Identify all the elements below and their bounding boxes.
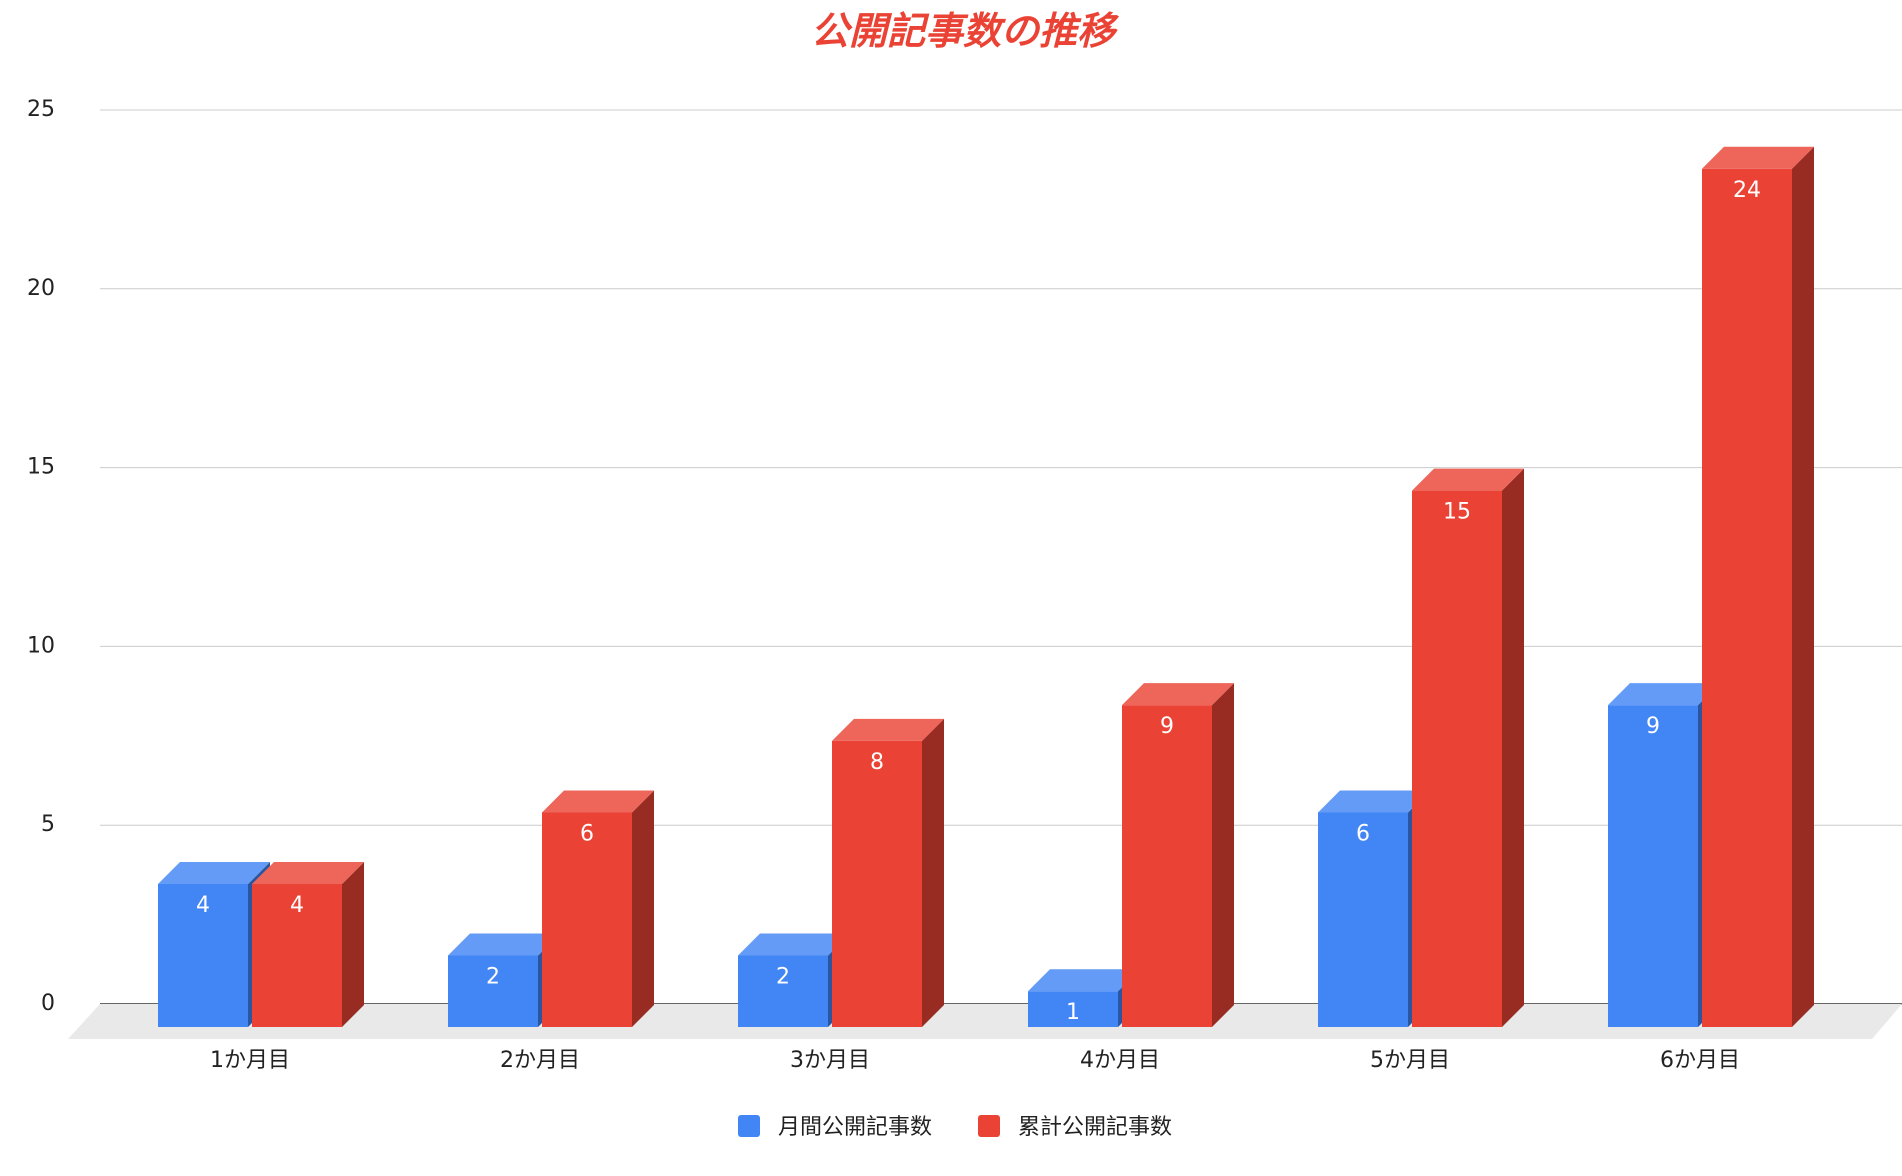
legend-label: 月間公開記事数: [778, 1115, 932, 1140]
legend[interactable]: 月間公開記事数 累計公開記事数: [738, 1115, 1172, 1140]
y-tick-label: 10: [27, 633, 55, 658]
bar-side: [922, 718, 944, 1027]
bar-front: [1412, 490, 1502, 1028]
bar-cumulative: [542, 790, 654, 1027]
data-labels: 4 4 2 6 2 8 1 9 6 15 9 24: [196, 178, 1761, 1025]
bar-top: [448, 933, 560, 956]
data-label: 1: [1066, 1000, 1080, 1025]
bar-cumulative: [832, 718, 944, 1027]
bar-front: [738, 955, 828, 1027]
data-label: 6: [1356, 821, 1370, 846]
bar-top: [1028, 969, 1140, 992]
bar-cumulative: [1412, 468, 1524, 1028]
bar-front: [542, 812, 632, 1027]
legend-item[interactable]: 累計公開記事数: [978, 1115, 1172, 1140]
data-label: 6: [580, 821, 594, 846]
bar-top: [1608, 683, 1720, 706]
data-label: 8: [870, 750, 884, 775]
bars: [158, 146, 1814, 1028]
bar-side: [1212, 683, 1234, 1027]
bar-top: [252, 861, 364, 884]
data-label: 9: [1646, 714, 1660, 739]
x-tick-label: 6か月目: [1660, 1048, 1740, 1073]
bar-front: [832, 740, 922, 1027]
x-tick-label: 5か月目: [1370, 1048, 1450, 1073]
data-label: 4: [196, 893, 210, 918]
legend-swatch: [738, 1115, 760, 1137]
x-tick-label: 1か月目: [210, 1048, 290, 1073]
bar-front: [158, 883, 248, 1027]
bar-cumulative: [1122, 683, 1234, 1027]
y-tick-label: 25: [27, 97, 55, 122]
data-label: 24: [1733, 178, 1761, 203]
x-tick-label: 2か月目: [500, 1048, 580, 1073]
bar-top: [158, 861, 270, 884]
bar-front: [1608, 705, 1698, 1027]
bar-cumulative: [252, 861, 364, 1027]
bar-top: [1702, 146, 1814, 169]
y-tick-label: 15: [27, 455, 55, 480]
bar-front: [1702, 168, 1792, 1027]
legend-label: 累計公開記事数: [1018, 1115, 1172, 1140]
bar-top: [1318, 790, 1430, 813]
bar-front: [1318, 812, 1408, 1027]
bar-side: [632, 790, 654, 1027]
bar-front: [1028, 991, 1118, 1027]
data-label: 2: [486, 964, 500, 989]
bar-front: [1122, 705, 1212, 1027]
bar-top: [1122, 683, 1234, 706]
bar-side: [1792, 146, 1814, 1027]
bar-front: [448, 955, 538, 1027]
bar-top: [738, 933, 850, 956]
x-tick-label: 3か月目: [790, 1048, 870, 1073]
bar-top: [1412, 468, 1524, 491]
bar-front: [252, 883, 342, 1027]
axis-labels: 0 5 10 15 20 25 1か月目 2か月目 3か月目 4か月目 5か月目 6か月目: [27, 97, 1740, 1073]
bar-top: [832, 718, 944, 741]
bar-top: [542, 790, 654, 813]
chart-title: 公開記事数の推移: [811, 9, 1120, 53]
y-tick-label: 20: [27, 276, 55, 301]
y-tick-label: 0: [41, 991, 55, 1016]
data-label: 15: [1443, 500, 1471, 525]
legend-swatch: [978, 1115, 1000, 1137]
data-label: 9: [1160, 714, 1174, 739]
legend-item[interactable]: 月間公開記事数: [738, 1115, 932, 1140]
data-label: 4: [290, 893, 304, 918]
x-tick-label: 4か月目: [1080, 1048, 1160, 1073]
bar-side: [342, 861, 364, 1027]
bar-cumulative: [1702, 146, 1814, 1027]
bar-side: [1502, 468, 1524, 1028]
y-tick-label: 5: [41, 812, 55, 837]
data-label: 2: [776, 964, 790, 989]
